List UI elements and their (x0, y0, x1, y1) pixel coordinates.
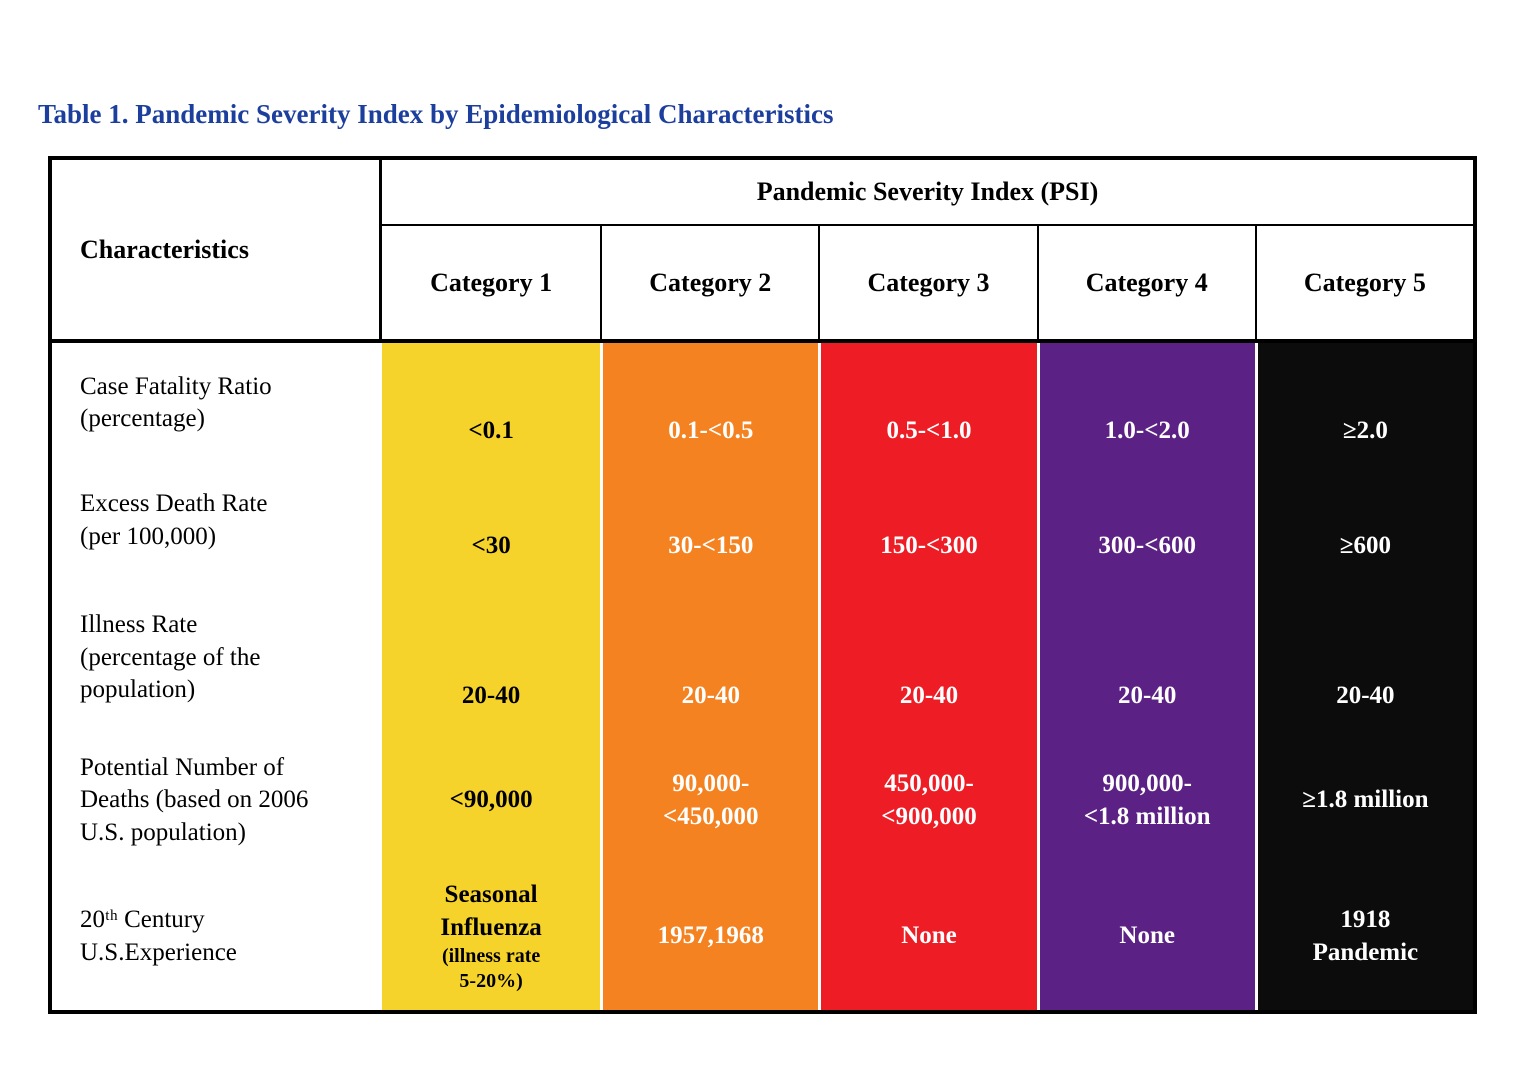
cell-experience-cat2: 1957,1968 (600, 863, 819, 1010)
cell-excess-death-cat4: 300-<600 (1036, 463, 1255, 578)
page-title: Table 1. Pandemic Severity Index by Epid… (38, 99, 834, 129)
category-5-header: Category 5 (1254, 226, 1473, 339)
cell-illness-rate-cat4: 20-40 (1036, 578, 1255, 738)
table-row-potential-deaths: Potential Number of Deaths (based on 200… (52, 738, 1473, 863)
cell-potential-deaths-cat3: 450,000- <900,000 (818, 738, 1037, 863)
cell-excess-death-cat1: <30 (382, 463, 601, 578)
cell-excess-death-cat2: 30-<150 (600, 463, 819, 578)
category-2-header: Category 2 (600, 226, 818, 339)
characteristics-column-header: Characteristics (52, 160, 382, 339)
table-body: Case Fatality Ratio (percentage) <0.1 0.… (52, 343, 1473, 1010)
psi-header-group: Pandemic Severity Index (PSI) Category 1… (382, 160, 1473, 339)
pandemic-severity-index-table: Characteristics Pandemic Severity Index … (48, 156, 1477, 1014)
cell-illness-rate-cat3: 20-40 (818, 578, 1037, 738)
cell-case-fatality-cat5: ≥2.0 (1254, 343, 1473, 463)
table-header: Characteristics Pandemic Severity Index … (52, 160, 1473, 343)
table-row-excess-death-rate: Excess Death Rate (per 100,000) <30 30-<… (52, 463, 1473, 578)
cell-experience-cat5: 1918 Pandemic (1254, 863, 1473, 1010)
row-label-excess-death-rate: Excess Death Rate (per 100,000) (52, 463, 382, 578)
cell-illness-rate-cat2: 20-40 (600, 578, 819, 738)
cell-case-fatality-cat1: <0.1 (382, 343, 601, 463)
table-row-20th-century-experience: 20ᵗʰ Century U.S.Experience Seasonal Inf… (52, 863, 1473, 1010)
category-header-row: Category 1 Category 2 Category 3 Categor… (382, 226, 1473, 339)
row-label-potential-deaths: Potential Number of Deaths (based on 200… (52, 738, 382, 863)
row-label-illness-rate: Illness Rate (percentage of the populati… (52, 578, 382, 738)
seasonal-influenza-note: (illness rate 5-20%) (441, 945, 541, 992)
row-label-case-fatality-ratio: Case Fatality Ratio (percentage) (52, 343, 382, 463)
cell-excess-death-cat5: ≥600 (1254, 463, 1473, 578)
cell-potential-deaths-cat1: <90,000 (382, 738, 601, 863)
cell-illness-rate-cat1: 20-40 (382, 578, 601, 738)
row-label-20th-century-experience: 20ᵗʰ Century U.S.Experience (52, 863, 382, 1010)
table-row-illness-rate: Illness Rate (percentage of the populati… (52, 578, 1473, 738)
cell-case-fatality-cat3: 0.5-<1.0 (818, 343, 1037, 463)
cell-illness-rate-cat5: 20-40 (1254, 578, 1473, 738)
category-4-header: Category 4 (1036, 226, 1255, 339)
psi-spanning-header: Pandemic Severity Index (PSI) (382, 160, 1473, 226)
cell-potential-deaths-cat2: 90,000- <450,000 (600, 738, 819, 863)
cell-case-fatality-cat2: 0.1-<0.5 (600, 343, 819, 463)
category-1-header: Category 1 (430, 267, 553, 297)
cell-case-fatality-cat4: 1.0-<2.0 (1036, 343, 1255, 463)
seasonal-influenza-main: Seasonal Influenza (440, 881, 542, 941)
cell-experience-cat4: None (1036, 863, 1255, 1010)
table-row-case-fatality-ratio: Case Fatality Ratio (percentage) <0.1 0.… (52, 343, 1473, 463)
cell-potential-deaths-cat5: ≥1.8 million (1254, 738, 1473, 863)
cell-experience-cat3: None (818, 863, 1037, 1010)
cell-excess-death-cat3: 150-<300 (818, 463, 1037, 578)
cell-potential-deaths-cat4: 900,000- <1.8 million (1036, 738, 1255, 863)
cell-experience-cat1: Seasonal Influenza (illness rate 5-20%) (382, 863, 601, 1010)
category-3-header: Category 3 (818, 226, 1036, 339)
